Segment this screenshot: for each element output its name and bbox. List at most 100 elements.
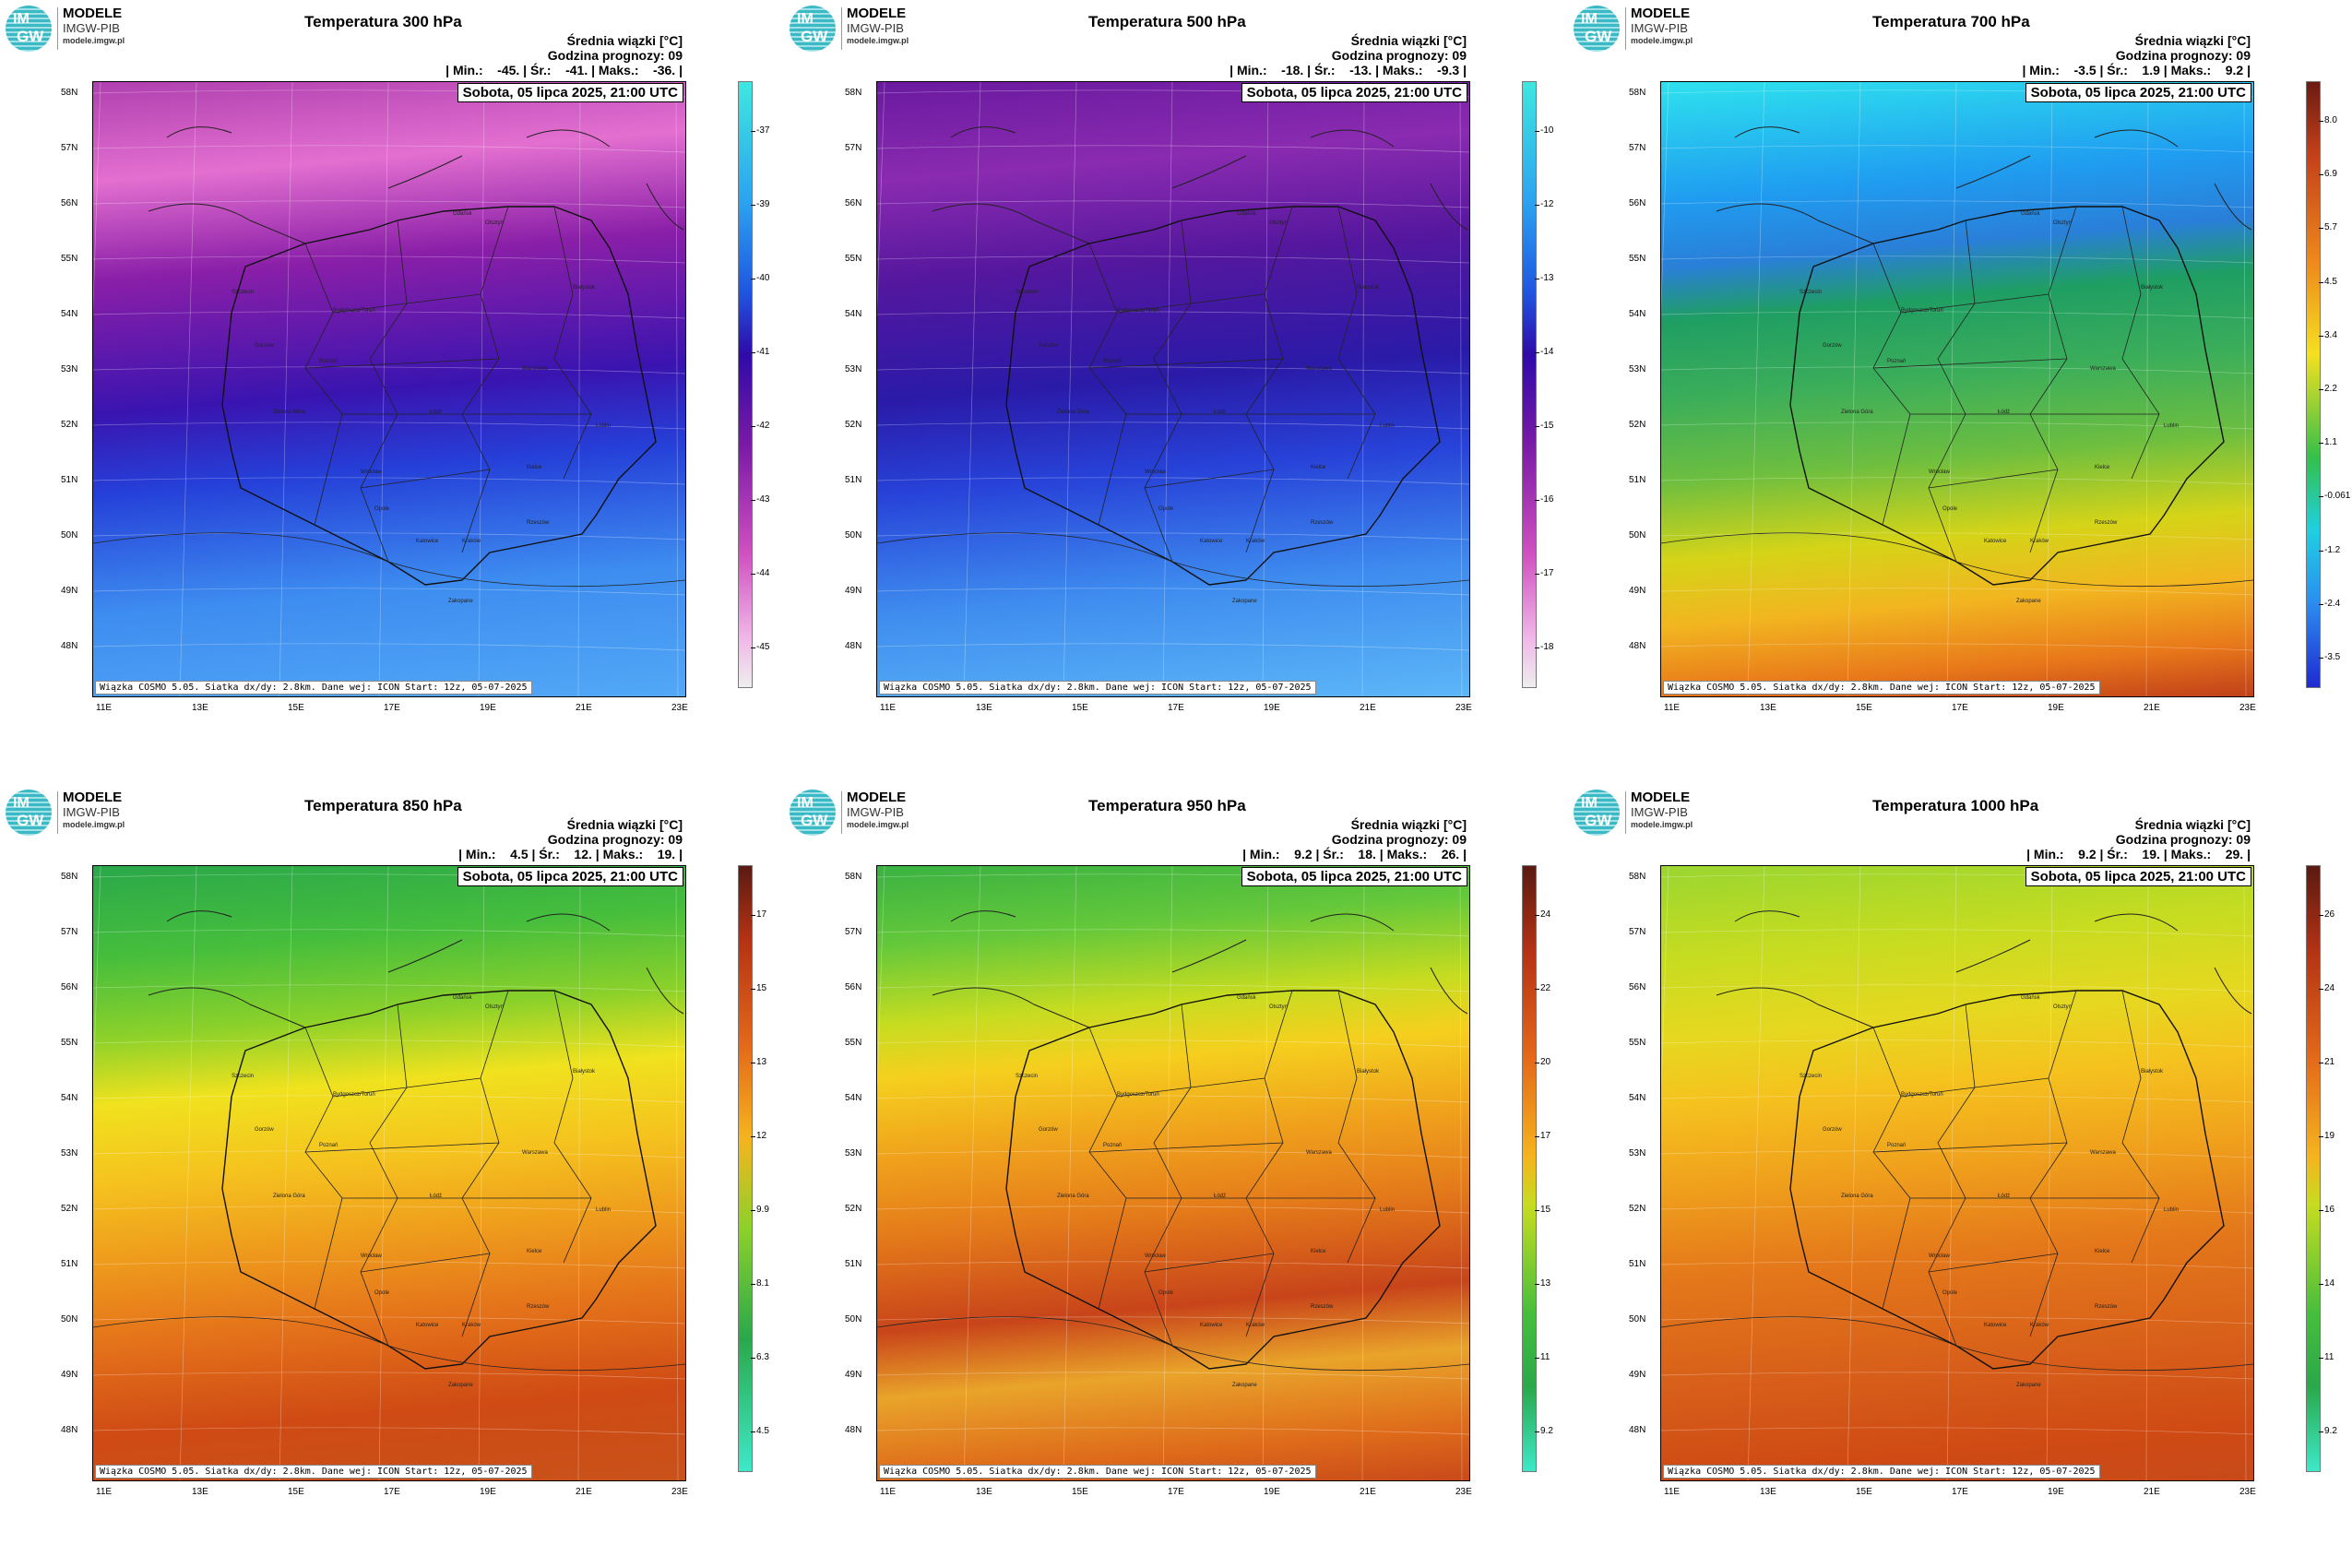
imgw-logo[interactable]: IM GW MODELE IMGW-PIB modele.imgw.pl [1574,6,1712,53]
temperature-map[interactable]: Sobota, 05 lipca 2025, 21:00 UTC Wiązka … [92,865,686,1481]
city-label: Rzeszów [1311,520,1334,526]
lon-label: 13E [976,703,992,713]
colorbar-tick: 20 [1534,1057,1551,1067]
city-label: Bydgoszcz/Toruń [1117,1092,1159,1098]
temperature-map[interactable]: Sobota, 05 lipca 2025, 21:00 UTC Wiązka … [92,81,686,697]
colorbar-tick: 8.0 [2319,115,2337,126]
city-label: Gdańsk [1237,995,1256,1001]
city-label: Rzeszów [527,520,550,526]
city-label: Łódź [1214,1194,1227,1199]
lon-label: 15E [288,703,304,713]
city-label: Kielce [2095,1249,2110,1254]
lon-label: 17E [1168,703,1184,713]
city-label: Białystok [573,1069,596,1075]
city-label: Szczecin [1016,290,1039,295]
lon-label: 11E [880,1487,897,1497]
lat-label: 51N [845,475,862,485]
colorbar [738,865,753,1472]
temperature-map[interactable]: Sobota, 05 lipca 2025, 21:00 UTC Wiązka … [876,81,1470,697]
city-label: Wrocław [361,1253,382,1259]
poland-border [1789,990,2225,1370]
lat-label: 57N [61,143,78,153]
panel-info: Średnia wiązki [°C] Godzina prognozy: 09… [458,817,683,861]
lat-label: 49N [1629,1370,1646,1380]
colorbar-tick: -0.061 [2318,491,2351,502]
logo-separator [841,7,842,50]
city-label: Opole [1942,1290,1958,1296]
forecast-hour: Godzina prognozy: 09 [2115,48,2251,63]
lat-label: 51N [1629,1259,1646,1269]
lon-label: 11E [96,703,113,713]
city-label: Gorzów [255,1127,274,1133]
city-label: Opole [374,506,390,512]
lon-label: 23E [671,703,688,713]
city-label: Lublin [1380,1207,1396,1213]
province-borders [304,990,592,1347]
city-label: Łódź [1998,1194,2011,1199]
lat-label: 58N [845,872,862,882]
panel-stats: | Min.: -18. | Śr.: -13. | Maks.: -9.3 | [1229,63,1467,77]
colorbar-tick: -12 [1534,199,1554,209]
imgw-logo[interactable]: IM GW MODELE IMGW-PIB modele.imgw.pl [1574,790,1712,837]
imgw-logo[interactable]: IM GW MODELE IMGW-PIB modele.imgw.pl [6,6,144,53]
colorbar-tick: 14 [2318,1278,2335,1289]
lat-label: 52N [61,420,78,430]
logo-mark-bottom: GW [1585,812,1612,829]
imgw-logo[interactable]: IM GW MODELE IMGW-PIB modele.imgw.pl [790,6,928,53]
city-label: Kraków [2030,1323,2049,1328]
coastline [1716,126,2252,244]
lon-label: 15E [1072,703,1088,713]
lat-label: 51N [61,475,78,485]
temperature-map[interactable]: Sobota, 05 lipca 2025, 21:00 UTC Wiązka … [1660,81,2254,697]
province-borders [1088,206,1376,563]
colorbar-tick: 15 [1534,1205,1551,1215]
imgw-logo[interactable]: IM GW MODELE IMGW-PIB modele.imgw.pl [6,790,144,837]
lat-label: 56N [61,198,78,208]
lat-label: 57N [845,143,862,153]
city-label: Zielona Góra [1841,1194,1873,1199]
model-footer: Wiązka COSMO 5.05. Siatka dx/dy: 2.8km. … [879,681,1316,695]
poland-border [1789,206,2225,586]
city-label: Poznań [1103,1143,1123,1148]
lon-label: 19E [2048,1487,2064,1497]
lat-label: 49N [1629,586,1646,596]
city-label: Kielce [1311,1249,1326,1254]
temperature-map[interactable]: Sobota, 05 lipca 2025, 21:00 UTC Wiązka … [876,865,1470,1481]
colorbar-tick: 9.9 [751,1205,769,1215]
colorbar-tick: 15 [750,983,767,993]
lat-label: 53N [1629,1148,1646,1158]
colorbar-tick: -45 [750,642,770,652]
lon-label: 21E [576,703,592,713]
lon-label: 11E [1664,1487,1681,1497]
panel-info: Średnia wiązki [°C] Godzina prognozy: 09… [2022,33,2251,77]
colorbar-tick: 8.1 [751,1278,769,1289]
colorbar-tick: 4.5 [2319,276,2337,287]
logo-org: IMGW-PIB [1631,805,1688,819]
colorbar-tick: 17 [1534,1131,1551,1141]
panel-info: Średnia wiązki [°C] Godzina prognozy: 09… [445,33,683,77]
city-label: Gdańsk [453,211,472,217]
imgw-logo[interactable]: IM GW MODELE IMGW-PIB modele.imgw.pl [790,790,928,837]
city-label: Łódź [1998,410,2011,415]
logo-name: MODELE [63,6,123,21]
city-label: Olsztyn [1269,1004,1289,1010]
city-label: Kraków [2030,539,2049,544]
colorbar-tick: -13 [1534,273,1554,283]
city-label: Kraków [1246,539,1265,544]
colorbar-tick: 26 [2318,909,2335,920]
lon-label: 17E [1952,1487,1968,1497]
colorbar-tick: 4.5 [751,1426,769,1436]
city-label: Szczecin [1800,1074,1823,1079]
forecast-hour: Godzina prognozy: 09 [2115,832,2251,847]
city-label: Olsztyn [2053,220,2073,226]
city-label: Warszawa [1306,366,1332,372]
city-label: Warszawa [522,1150,548,1156]
logo-org: IMGW-PIB [1631,21,1688,35]
model-footer: Wiązka COSMO 5.05. Siatka dx/dy: 2.8km. … [1663,681,2100,695]
city-label: Wrocław [1929,469,1950,475]
colorbar-tick: -43 [750,494,770,505]
temperature-map[interactable]: Sobota, 05 lipca 2025, 21:00 UTC Wiązka … [1660,865,2254,1481]
province-borders [1088,990,1376,1347]
panel-stats: | Min.: 9.2 | Śr.: 18. | Maks.: 26. | [1242,847,1467,861]
lat-label: 50N [1629,1314,1646,1324]
